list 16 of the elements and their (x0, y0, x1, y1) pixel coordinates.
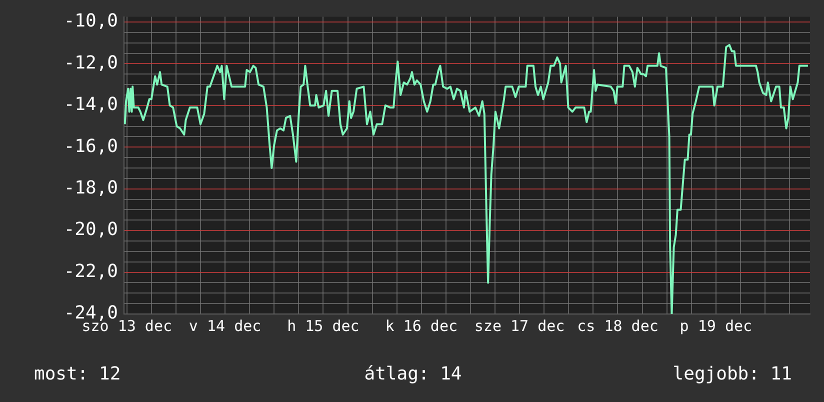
y-tick-label: -20,0 (64, 219, 118, 240)
text: most: 12 (34, 364, 121, 385)
x-tick-label: sze 17 dec (474, 316, 565, 335)
x-tick-label: h 15 dec (287, 316, 360, 335)
y-tick-label: -14,0 (64, 94, 118, 116)
y-tick-label: -12,0 (64, 52, 118, 74)
text: átlag: 14 (364, 364, 462, 385)
x-tick-label: p 19 dec (680, 316, 752, 335)
x-tick-label: cs 18 dec (577, 316, 658, 335)
y-tick-label: -10,0 (64, 10, 118, 32)
y-tick-label: -18,0 (64, 178, 118, 199)
y-tick-label: -22,0 (64, 260, 118, 282)
x-tick-label: v 14 dec (188, 316, 262, 335)
y-tick-label: -16,0 (64, 136, 118, 157)
x-tick-label: k 16 dec (385, 316, 458, 335)
text: legjobb: 11 (672, 364, 792, 385)
